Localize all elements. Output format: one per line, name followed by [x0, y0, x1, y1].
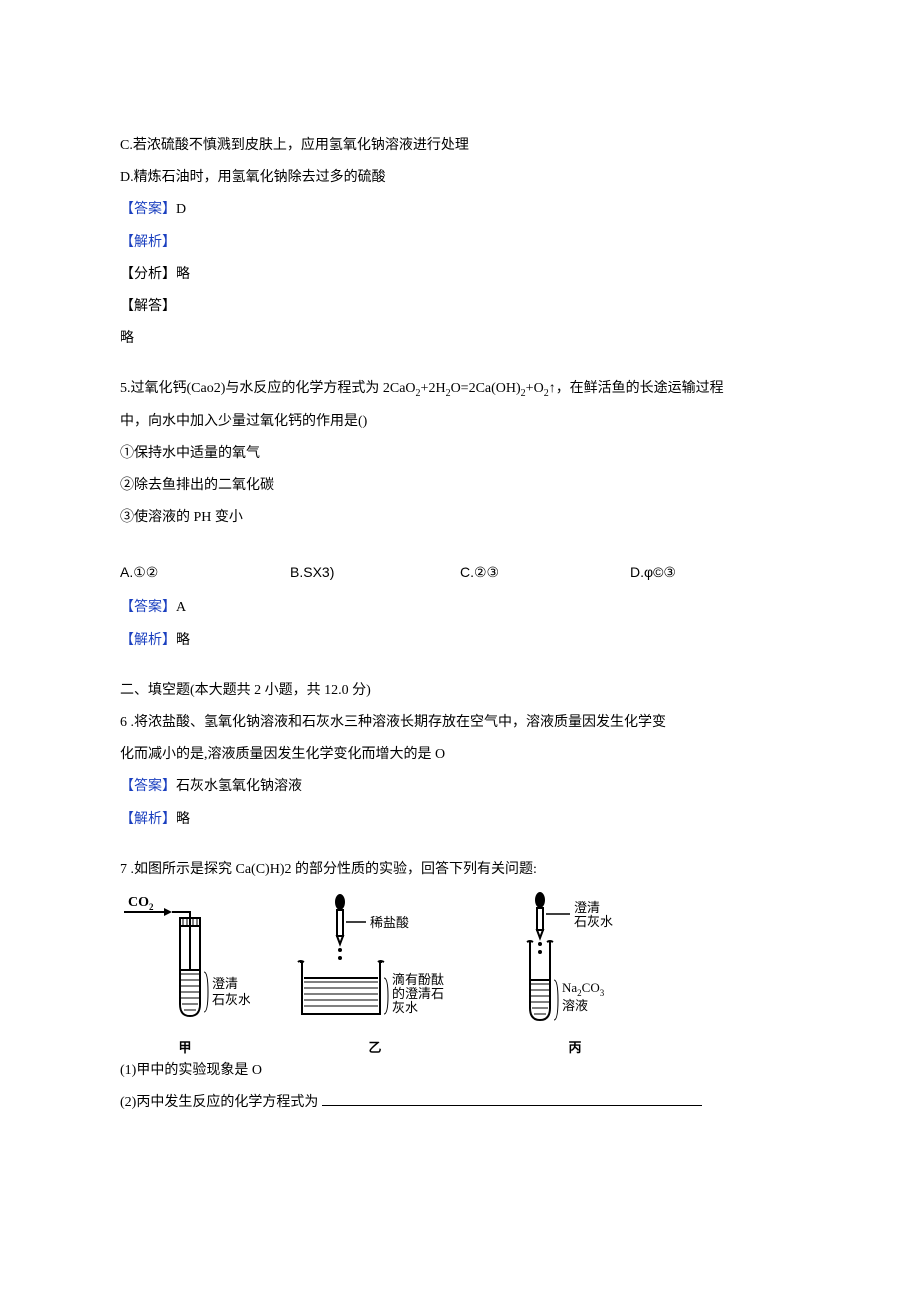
q5-eq-mid2: O=2Ca(OH) — [451, 381, 521, 396]
q4-answer: 【答案】D — [120, 194, 800, 226]
test-tube-bing-icon: 澄清 石灰水 — [500, 892, 650, 1032]
q7-stem: 7 .如图所示是探究 Ca(C)H)2 的部分性质的实验，回答下列有关问题: — [120, 854, 800, 886]
yi-label-2: 的澄清石 — [392, 986, 444, 1001]
q5-explain: 【解析】略 — [120, 625, 800, 657]
bing-label-line1: Na2CO3 — [562, 980, 605, 998]
q5-eq-tail: +O — [526, 381, 544, 396]
section-2-header: 二、填空题(本大题共 2 小题，共 12.0 分) — [120, 675, 800, 707]
q5-statement-2: ②除去鱼排出的二氧化碳 — [120, 470, 800, 502]
q4-solve-body: 略 — [120, 323, 800, 355]
q5-option-c: C.②③ — [460, 556, 630, 588]
bing-drop-2: 石灰水 — [574, 914, 613, 929]
q4-answer-value: D — [176, 202, 186, 217]
q7-sub1: (1)甲中的实验现象是 O — [120, 1055, 800, 1087]
q6-explain-value: 略 — [176, 812, 190, 827]
q4-option-d: D.精炼石油时，用氢氧化钠除去过多的硫酸 — [120, 162, 800, 194]
q5-answer-value: A — [176, 600, 186, 615]
q7-sub2: (2)丙中发生反应的化学方程式为 — [120, 1087, 800, 1119]
q5-options-row: A.①② B.SX3) C.②③ D.φ©③ — [120, 556, 800, 588]
q5-explain-value: 略 — [176, 633, 190, 648]
q7-sub2-text: (2)丙中发生反应的化学方程式为 — [120, 1095, 322, 1110]
caption-yi: 乙 — [280, 1040, 470, 1056]
yi-drop-label: 稀盐酸 — [370, 915, 409, 930]
q5-option-b: B.SX3) — [290, 556, 460, 588]
q5-option-a: A.①② — [120, 556, 290, 588]
answer-label: 【答案】 — [120, 600, 176, 615]
figure-bing: 澄清 石灰水 — [500, 892, 650, 1055]
figure-jia: CO2 — [120, 892, 250, 1055]
q6-line2: 化而减小的是,溶液质量因发生化学变化而增大的是 O — [120, 739, 800, 771]
q4-solve-label: 【解答】 — [120, 291, 800, 323]
q5-stem-line2: 中，向水中加入少量过氧化钙的作用是() — [120, 406, 800, 438]
yi-label-1: 滴有酚酞 — [392, 972, 444, 987]
q5-stem-line1: 5.过氧化钙(Cao2)与水反应的化学方程式为 2CaO2+2H2O=2Ca(O… — [120, 373, 800, 405]
caption-jia: 甲 — [120, 1040, 250, 1056]
beaker-yi-icon: 稀盐酸 — [280, 892, 470, 1032]
q4-option-c: C.若浓硫酸不慎溅到皮肤上，应用氢氧化钠溶液进行处理 — [120, 130, 800, 162]
bing-label-line2: 溶液 — [562, 998, 588, 1013]
q6-line1: 6 .将浓盐酸、氢氧化钠溶液和石灰水三种溶液长期存放在空气中，溶液质量因发生化学… — [120, 707, 800, 739]
q4-explain-label: 【解析】 — [120, 227, 800, 259]
co2-label: CO2 — [128, 895, 154, 912]
q4-analysis: 【分析】略 — [120, 259, 800, 291]
q5-statement-3: ③使溶液的 PH 变小 — [120, 502, 800, 534]
q5-statement-1: ①保持水中适量的氧气 — [120, 438, 800, 470]
q6-answer: 【答案】石灰水氢氧化钠溶液 — [120, 771, 800, 803]
q5-option-d: D.φ©③ — [630, 556, 800, 588]
spacer — [120, 657, 800, 675]
fill-blank — [322, 1091, 702, 1106]
q5-stem-part1: 5.过氧化钙(Cao2)与水反应的化学方程式为 2CaO — [120, 381, 416, 396]
jia-label-1: 澄清 — [212, 976, 238, 991]
jia-label-2: 石灰水 — [212, 992, 250, 1007]
q5-answer: 【答案】A — [120, 592, 800, 624]
answer-label: 【答案】 — [120, 202, 176, 217]
figure-yi: 稀盐酸 — [280, 892, 470, 1055]
q6-explain: 【解析】略 — [120, 804, 800, 836]
bing-drop-1: 澄清 — [574, 900, 600, 915]
q6-answer-value: 石灰水氢氧化钠溶液 — [176, 779, 302, 794]
explain-label: 【解析】 — [120, 812, 176, 827]
q7-figures: CO2 — [120, 892, 800, 1055]
q5-eq-end: ↑，在鲜活鱼的长途运输过程 — [549, 381, 724, 396]
answer-label: 【答案】 — [120, 779, 176, 794]
yi-label-3: 灰水 — [392, 1000, 418, 1015]
spacer — [120, 534, 800, 552]
spacer — [120, 355, 800, 373]
q5-eq-mid1: +2H — [421, 381, 446, 396]
document-page: C.若浓硫酸不慎溅到皮肤上，应用氢氧化钠溶液进行处理 D.精炼石油时，用氢氧化钠… — [0, 0, 920, 1180]
spacer — [120, 836, 800, 854]
test-tube-jia-icon: CO2 — [120, 892, 250, 1032]
caption-bing: 丙 — [500, 1040, 650, 1056]
explain-label: 【解析】 — [120, 235, 176, 250]
explain-label: 【解析】 — [120, 633, 176, 648]
